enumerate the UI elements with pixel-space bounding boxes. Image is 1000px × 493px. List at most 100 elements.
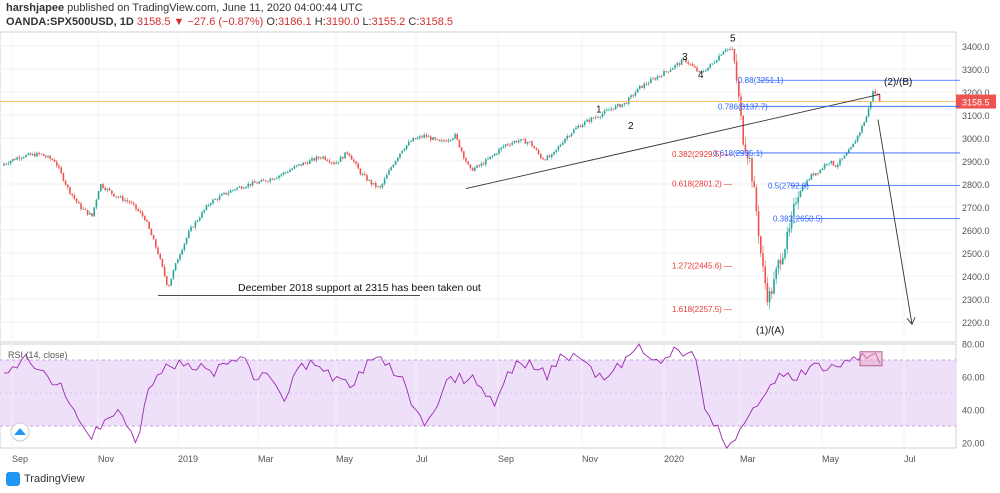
- candle-body: [168, 285, 170, 286]
- y-tick-label: 3000.0: [962, 134, 990, 144]
- x-tick-label: Jul: [904, 454, 916, 464]
- candle-body: [163, 266, 166, 277]
- candle-body: [559, 144, 562, 147]
- candle-body: [654, 78, 656, 80]
- candle-body: [161, 258, 164, 267]
- candle-body: [306, 162, 309, 164]
- candle-body: [760, 236, 762, 254]
- candle-body: [293, 166, 296, 169]
- candle-body: [75, 198, 78, 202]
- candle-body: [630, 95, 632, 98]
- main-pane: [0, 31, 957, 343]
- candle-body: [346, 152, 348, 154]
- candle-body: [579, 125, 582, 128]
- candle-body: [344, 152, 346, 159]
- candle-body: [104, 187, 106, 191]
- candle-body: [31, 153, 34, 156]
- annotation-label: 2: [628, 121, 634, 132]
- candle-body: [192, 226, 194, 228]
- candle-body: [397, 157, 399, 161]
- candle-body: [80, 203, 82, 210]
- candle-body: [370, 180, 373, 185]
- candle-body: [456, 134, 458, 140]
- candle-body: [617, 104, 619, 106]
- candle-body: [498, 149, 500, 154]
- candle-body: [432, 137, 434, 141]
- candle-body: [91, 213, 93, 217]
- x-tick-label: May: [822, 454, 840, 464]
- candle-body: [738, 80, 740, 97]
- candle-body: [619, 104, 621, 108]
- trend-line: [465, 93, 881, 190]
- fib-level-label: 0.618(2935.1): [713, 149, 763, 158]
- last-price-tag: [956, 94, 996, 109]
- annotation-label: 1: [596, 105, 602, 116]
- candle-body: [856, 135, 859, 142]
- close-value: 3158.5: [419, 16, 454, 28]
- candle-body: [628, 97, 630, 104]
- candle-body: [823, 164, 826, 169]
- y-tick-label: 3100.0: [962, 111, 990, 121]
- candle-body: [364, 173, 366, 176]
- candle-body: [199, 217, 201, 221]
- candle-body: [29, 153, 32, 156]
- annotation-label: December 2018 support at 2315 has been t…: [238, 282, 481, 294]
- candle-body: [267, 181, 269, 183]
- candle-body: [315, 156, 318, 161]
- candle-body: [720, 54, 722, 56]
- footer-brand: TradingView: [6, 472, 85, 486]
- candle-body: [850, 147, 852, 150]
- candle-body: [793, 204, 795, 216]
- candle-body: [247, 183, 249, 187]
- candle-body: [801, 186, 804, 191]
- candle-body: [130, 202, 133, 204]
- rsi-tick-label: 60.00: [962, 373, 985, 383]
- publish-text: published on TradingView.com, June 11, 2…: [67, 2, 363, 14]
- candle-body: [34, 153, 36, 157]
- candle-body: [623, 102, 626, 105]
- fib-level-label: 0.382(2929.5) —: [672, 150, 732, 159]
- candle-body: [287, 172, 289, 173]
- candle-body: [25, 154, 27, 158]
- candle-body: [553, 151, 555, 155]
- brand-name[interactable]: TradingView: [24, 473, 85, 485]
- candle-body: [480, 163, 483, 166]
- candle-body: [581, 124, 584, 128]
- candle-body: [474, 167, 476, 171]
- candle-body: [522, 139, 524, 140]
- candle-body: [606, 109, 608, 111]
- candle-body: [485, 159, 487, 165]
- candle-body: [870, 101, 872, 109]
- candle-body: [445, 140, 447, 142]
- annotation-label: 4: [698, 70, 704, 81]
- candle-body: [722, 51, 725, 55]
- candle-body: [207, 205, 210, 206]
- candle-body: [573, 129, 575, 134]
- tradingview-logo-icon[interactable]: [6, 472, 20, 486]
- candle-body: [386, 174, 388, 179]
- candle-body: [768, 291, 771, 303]
- candle-body: [298, 164, 300, 166]
- author-name[interactable]: harshjapee: [6, 2, 65, 14]
- y-tick-label: 3300.0: [962, 65, 990, 75]
- last-price-tag-label: 3158.5: [962, 98, 990, 108]
- projection-arrow: [877, 119, 913, 325]
- candle-body: [412, 138, 414, 142]
- candle-body: [548, 155, 551, 158]
- candle-body: [251, 181, 254, 186]
- candle-body: [669, 69, 672, 72]
- annotation-label: 3: [682, 52, 688, 63]
- candle-body: [278, 175, 280, 178]
- candle-body: [773, 279, 775, 294]
- candle-body: [656, 76, 659, 80]
- candle-body: [524, 139, 527, 144]
- candle-body: [843, 155, 846, 159]
- candle-body: [575, 127, 577, 130]
- candle-body: [392, 164, 395, 168]
- candle-body: [636, 88, 639, 93]
- candle-body: [689, 63, 692, 65]
- fib-level-label: 0.786(3137.7): [718, 102, 768, 111]
- candle-body: [634, 92, 637, 96]
- candle-body: [852, 143, 854, 148]
- y-tick-label: 2500.0: [962, 249, 990, 259]
